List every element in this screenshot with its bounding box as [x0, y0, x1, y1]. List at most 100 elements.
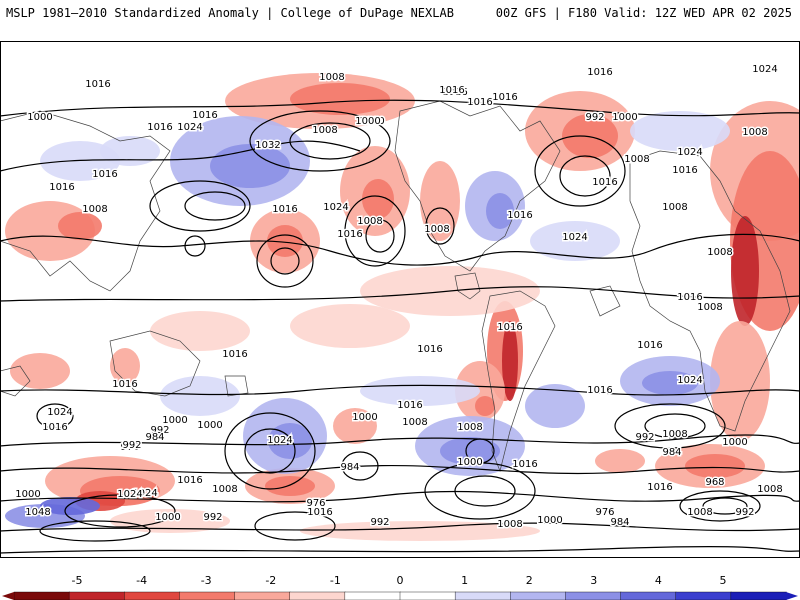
isobar-label: 1016 [177, 475, 202, 486]
negative-anomaly-region [290, 83, 390, 115]
colorbar-high-arrow [786, 592, 798, 600]
isobar-label: 1016 [397, 400, 422, 411]
isobar-label: 1016 [492, 92, 517, 103]
isobar-label: 1024 [132, 488, 157, 499]
negative-anomaly-region [58, 212, 102, 240]
isobar-ring [149, 180, 251, 232]
isobar-label: 1016 [307, 507, 332, 518]
positive-anomaly-region [160, 376, 240, 416]
isobar-label: 1008 [82, 204, 107, 215]
negative-anomaly-region [300, 521, 540, 541]
isobar-label: 1016 [592, 177, 617, 188]
negative-anomaly-region [150, 311, 250, 351]
isobar-line [0, 99, 800, 117]
colorbar-segment [675, 591, 732, 600]
isobar-ring [534, 135, 626, 207]
isobar-label: 1024 [677, 147, 702, 158]
isobar-line [0, 522, 800, 532]
isobar-line [0, 140, 361, 172]
isobar-label: 984 [610, 517, 629, 528]
isobar-label: 1016 [647, 482, 672, 493]
isobar-label: 1016 [672, 165, 697, 176]
negative-anomaly-region [267, 225, 303, 257]
isobar-label: 1008 [662, 202, 687, 213]
isobar-label: 1024 [117, 489, 142, 500]
colorbar-segment [13, 591, 70, 600]
isobar-label: 1000 [612, 112, 637, 123]
isobar-label: 992 [635, 432, 654, 443]
isobar-label: 992 [122, 440, 141, 451]
coastline [109, 330, 201, 397]
isobar-label: 1000 [197, 420, 222, 431]
colorbar-segment [399, 591, 456, 600]
isobar-ring [64, 494, 176, 528]
colorbar-tick-label: -3 [201, 574, 212, 587]
colorbar-tick-label: -5 [72, 574, 83, 587]
chart-title-right: 00Z GFS | F180 Valid: 12Z WED APR 02 202… [495, 6, 792, 20]
isobar-label: 1016 [92, 169, 117, 180]
isobar-label: 968 [705, 477, 724, 488]
negative-anomaly-region [110, 348, 140, 384]
positive-anomaly-region [268, 423, 312, 459]
isobar-label: 1008 [457, 422, 482, 433]
positive-anomaly-region [642, 371, 698, 395]
isobar-ring [289, 122, 371, 160]
isobar-label: 984 [145, 432, 164, 443]
isobar-ring [679, 490, 761, 522]
positive-anomaly-region [525, 384, 585, 428]
isobar-label: 1016 [442, 87, 467, 98]
isobar-ring [614, 403, 726, 449]
isobar-ring [344, 195, 406, 267]
colorbar-segment [620, 591, 677, 600]
coastline-layer [0, 100, 791, 473]
isobar-label: 1024 [323, 202, 348, 213]
isobar-label: 1016 [512, 459, 537, 470]
isobar-label: 1008 [212, 484, 237, 495]
positive-anomaly-region [486, 193, 514, 229]
isobar-label: 1016 [467, 97, 492, 108]
isobar-label: 1016 [272, 204, 297, 215]
negative-anomaly-region [290, 304, 410, 348]
isobar-label: 1000 [359, 116, 384, 127]
colorbar-segment [124, 591, 181, 600]
positive-anomaly-region [40, 497, 100, 515]
isobar-ring [184, 191, 246, 221]
isobar-label: 1024 [177, 122, 202, 133]
isobar-label: 1016 [147, 122, 172, 133]
isobar-ring [270, 247, 300, 275]
isobar-label: 1016 [27, 112, 52, 123]
colorbar-segment [565, 591, 622, 600]
colorbar-tick-label: 2 [526, 574, 533, 587]
negative-anomaly-region [685, 454, 745, 478]
positive-anomaly-region [530, 221, 620, 261]
negative-anomaly-region [502, 321, 518, 401]
colorbar-tick-label: 5 [720, 574, 727, 587]
isobar-ring [244, 428, 296, 474]
colorbar-tick-label: -1 [330, 574, 341, 587]
isobar-label: 976 [120, 442, 139, 453]
isobar-label: 1016 [42, 422, 67, 433]
colorbar-tick-label: 3 [590, 574, 597, 587]
negative-anomaly-region [333, 408, 377, 444]
isobar-label: 1024 [752, 64, 777, 75]
isobar-ring [254, 511, 336, 541]
isobar-label: 1000 [27, 112, 52, 123]
chart-title-left: MSLP 1981–2010 Standardized Anomaly | Co… [6, 6, 454, 20]
isobar-label: 1016 [417, 344, 442, 355]
isobar-ring [365, 219, 395, 253]
negative-anomaly-region [265, 476, 315, 496]
isobar-ring [184, 235, 206, 257]
isobar-label: 992 [735, 507, 754, 518]
isobar-label: 1000 [457, 457, 482, 468]
isobar-label: 1016 [222, 349, 247, 360]
isobar-label: 1016 [587, 385, 612, 396]
colorbar: -5 -4 -3 -2 -1 0 1 2 3 4 5 [2, 574, 798, 600]
isobar-ring [224, 412, 316, 490]
isobar-label: 1008 [757, 484, 782, 495]
isobar-ring [36, 403, 74, 429]
coastline [629, 150, 791, 432]
isobar-layer [0, 99, 800, 554]
isobar-ring [702, 497, 748, 515]
